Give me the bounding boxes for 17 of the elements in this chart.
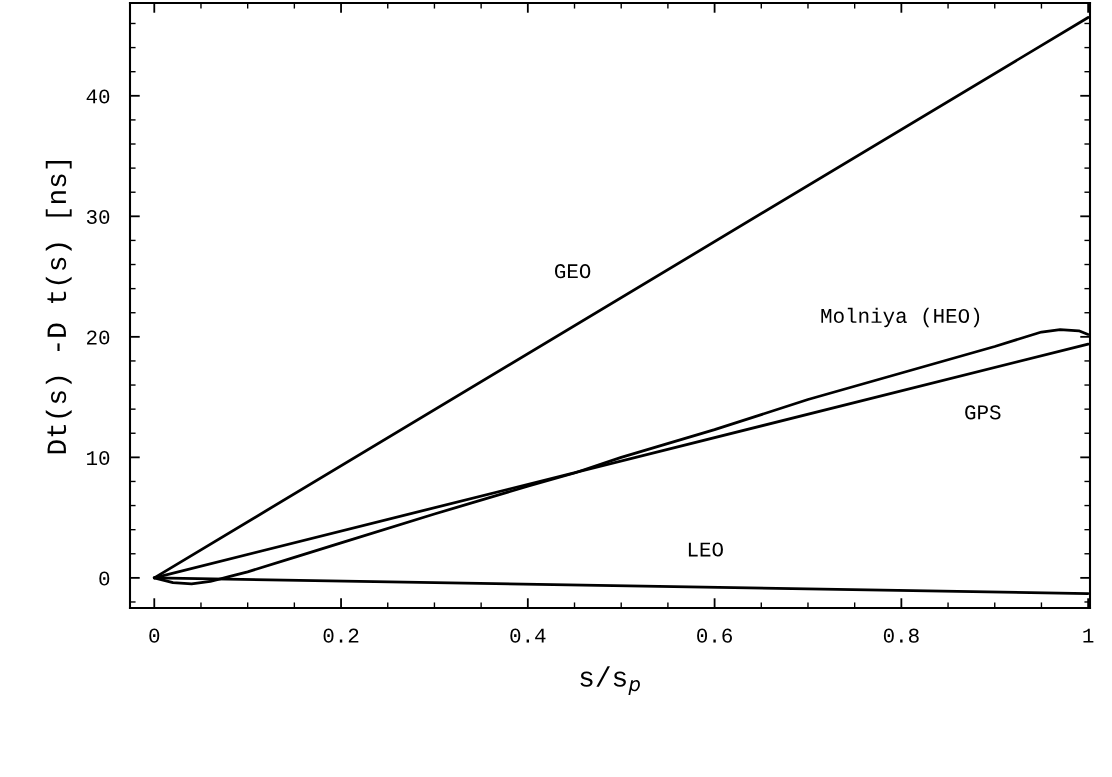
y-tick-label: 0 xyxy=(99,571,110,586)
x-tick-label: 0.6 xyxy=(697,628,732,643)
x-tick-label: 0 xyxy=(149,628,160,643)
x-tick-label: 0.8 xyxy=(883,628,919,643)
series-label: GPS xyxy=(965,405,1001,420)
x-tick-label: 0.4 xyxy=(510,628,546,643)
y-tick-label: 40 xyxy=(86,89,110,104)
x-tick-label: 0.2 xyxy=(323,628,359,643)
x-tick-label: 1 xyxy=(1083,628,1094,643)
series-label: GEO xyxy=(554,264,591,279)
x-axis-title: s/s$_{p}$ xyxy=(580,666,640,696)
series-label: LEO xyxy=(688,542,723,557)
y-tick-label: 20 xyxy=(87,330,110,345)
series-label: Molniya (HEO) xyxy=(821,307,980,328)
y-tick-label: 30 xyxy=(86,209,110,225)
y-axis-title: Dt(s) -D t(s) [ns] xyxy=(45,161,72,454)
y-tick-label: 10 xyxy=(87,450,110,466)
